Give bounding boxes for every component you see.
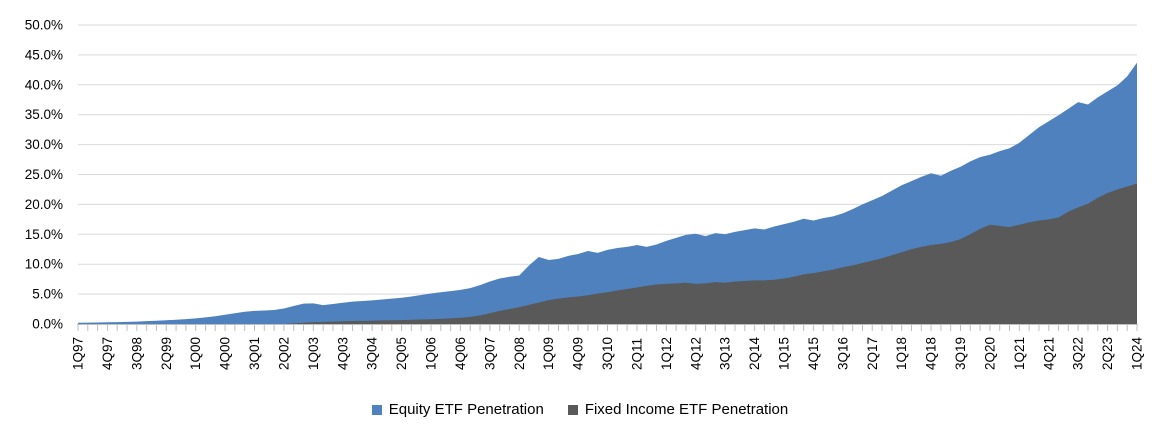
x-tick-label: 2Q11 xyxy=(629,338,644,370)
x-tick-label: 1Q18 xyxy=(894,337,909,370)
legend-label-fixed-income: Fixed Income ETF Penetration xyxy=(584,401,789,418)
x-tick-label: 1Q24 xyxy=(1130,336,1145,370)
x-tick-label: 3Q13 xyxy=(718,337,733,370)
legend-swatch-fixed-income-icon xyxy=(567,404,578,415)
legend-item-fixed-income: Fixed Income ETF Penetration xyxy=(567,401,789,418)
x-tick-label: 4Q09 xyxy=(571,337,586,370)
x-tick-label: 1Q15 xyxy=(777,337,792,370)
legend: Equity ETF Penetration Fixed Income ETF … xyxy=(8,401,1152,418)
x-tick-label: 4Q97 xyxy=(100,337,115,370)
x-tick-label: 1Q00 xyxy=(188,337,203,370)
legend-label-equity: Equity ETF Penetration xyxy=(388,401,544,418)
x-tick-label: 3Q04 xyxy=(365,336,380,370)
x-tick-label: 3Q10 xyxy=(600,337,615,370)
x-tick-label: 3Q16 xyxy=(835,337,850,370)
x-tick-label: 3Q19 xyxy=(953,337,968,370)
x-tick-label: 2Q23 xyxy=(1100,337,1115,370)
x-tick-label: 1Q12 xyxy=(659,337,674,370)
legend-swatch-equity-icon xyxy=(371,404,382,415)
x-tick-label: 1Q97 xyxy=(71,337,86,370)
x-axis xyxy=(77,324,1138,331)
y-tick-label: 5.0% xyxy=(32,287,63,302)
x-tick-label: 4Q06 xyxy=(453,337,468,370)
y-tick-label: 10.0% xyxy=(25,257,63,272)
x-tick-label: 2Q14 xyxy=(747,336,762,370)
x-tick-label: 4Q03 xyxy=(335,337,350,370)
x-tick-label: 2Q99 xyxy=(159,337,174,370)
x-tick-label: 3Q07 xyxy=(482,337,497,370)
x-tick-label: 4Q18 xyxy=(924,337,939,370)
x-axis-labels: 1Q97 4Q97 3Q98 2Q99 1Q00 4Q00 3Q01 2Q02 1Q03 4Q03… xyxy=(71,336,1145,370)
x-tick-label: 3Q22 xyxy=(1071,337,1086,370)
area-equity xyxy=(78,62,1137,325)
x-tick-label: 3Q01 xyxy=(247,337,262,370)
x-tick-label: 4Q15 xyxy=(806,337,821,370)
x-tick-label: 2Q08 xyxy=(512,337,527,370)
area-fixed-income xyxy=(78,183,1137,324)
gridlines xyxy=(78,24,1137,295)
y-axis-labels: 0.0% 5.0% 10.0% 15.0% 20.0% 25.0% 30.0% 35.0% 40… xyxy=(25,18,63,332)
x-tick-label: 2Q05 xyxy=(394,337,409,370)
x-tick-label: 1Q06 xyxy=(424,337,439,370)
x-tick-label: 1Q09 xyxy=(541,337,556,370)
y-tick-label: 50.0% xyxy=(25,18,63,33)
x-tick-label: 1Q21 xyxy=(1012,337,1027,370)
x-tick-label: 4Q00 xyxy=(218,337,233,370)
y-tick-label: 20.0% xyxy=(25,197,63,212)
x-tick-label: 1Q03 xyxy=(306,337,321,370)
x-tick-label: 2Q02 xyxy=(276,337,291,370)
y-tick-label: 0.0% xyxy=(32,317,63,332)
x-tick-label: 4Q12 xyxy=(688,337,703,370)
y-tick-label: 25.0% xyxy=(25,167,63,182)
y-tick-label: 45.0% xyxy=(25,47,63,62)
y-tick-label: 40.0% xyxy=(25,77,63,92)
legend-item-equity: Equity ETF Penetration xyxy=(371,401,544,418)
y-tick-label: 30.0% xyxy=(25,137,63,152)
x-tick-label: 4Q21 xyxy=(1041,337,1056,370)
y-tick-label: 35.0% xyxy=(25,107,63,122)
x-tick-label: 2Q20 xyxy=(982,337,997,370)
y-tick-label: 15.0% xyxy=(25,227,63,242)
x-tick-label: 3Q98 xyxy=(129,337,144,370)
x-tick-label: 2Q17 xyxy=(865,337,880,370)
